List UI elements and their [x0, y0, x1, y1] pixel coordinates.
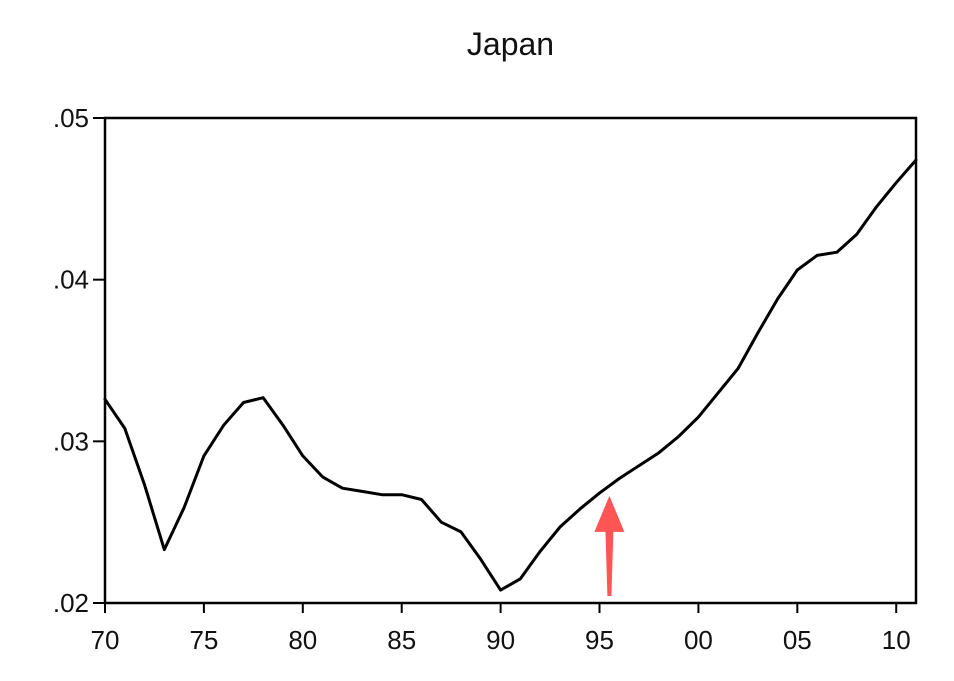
- chart-title: Japan: [466, 26, 555, 62]
- data-point: [499, 588, 503, 592]
- data-point: [360, 489, 364, 493]
- data-point: [598, 491, 602, 495]
- data-point: [815, 253, 819, 257]
- arrow-shaft: [605, 529, 614, 596]
- y-tick-label: .02: [53, 588, 89, 618]
- data-point: [162, 548, 166, 552]
- arrow-head: [594, 495, 625, 532]
- x-tick-label: 95: [585, 625, 614, 655]
- data-point: [756, 331, 760, 335]
- data-point: [202, 454, 206, 458]
- data-point: [795, 268, 799, 272]
- y-tick-label: .03: [53, 426, 89, 456]
- data-point: [143, 483, 147, 487]
- x-tick-label: 80: [288, 625, 317, 655]
- data-point: [222, 423, 226, 427]
- annotation-arrow: [594, 495, 625, 596]
- x-tick-label: 75: [189, 625, 218, 655]
- x-tick-label: 90: [486, 625, 515, 655]
- data-point: [855, 232, 859, 236]
- y-tick-label: .05: [53, 103, 89, 133]
- data-point: [439, 520, 443, 524]
- data-point: [340, 486, 344, 490]
- data-point: [578, 507, 582, 511]
- data-point: [400, 493, 404, 497]
- x-tick-label: 05: [783, 625, 812, 655]
- x-tick-label: 10: [882, 625, 911, 655]
- data-point: [617, 477, 621, 481]
- data-point: [321, 475, 325, 479]
- data-point: [716, 391, 720, 395]
- x-axis-ticks: 70 75 80 85 90 95 00 05 10: [91, 603, 911, 655]
- series-line: [103, 158, 918, 592]
- data-points: [103, 158, 918, 592]
- plot-frame: [103, 116, 918, 605]
- data-point: [657, 451, 661, 455]
- data-point: [479, 557, 483, 561]
- x-tick-label: 00: [684, 625, 713, 655]
- y-axis-ticks: .02 .03 .04 .05: [53, 103, 105, 618]
- data-point: [558, 525, 562, 529]
- data-point: [301, 454, 305, 458]
- data-point: [419, 498, 423, 502]
- y-tick-label: .04: [53, 265, 89, 295]
- data-point: [518, 577, 522, 581]
- data-point: [182, 506, 186, 510]
- data-point: [874, 205, 878, 209]
- data-point: [103, 397, 107, 401]
- x-tick-label: 85: [387, 625, 416, 655]
- data-point: [914, 158, 918, 162]
- data-point: [261, 396, 265, 400]
- data-point: [696, 415, 700, 419]
- data-point: [736, 367, 740, 371]
- data-point: [380, 493, 384, 497]
- data-point: [241, 401, 245, 405]
- data-point: [459, 530, 463, 534]
- data-point: [123, 426, 127, 430]
- data-point: [776, 297, 780, 301]
- data-point: [637, 464, 641, 468]
- data-point: [835, 250, 839, 254]
- data-point: [677, 434, 681, 438]
- data-point: [538, 549, 542, 553]
- data-point: [894, 181, 898, 185]
- x-tick-label: 70: [91, 625, 120, 655]
- data-point: [281, 423, 285, 427]
